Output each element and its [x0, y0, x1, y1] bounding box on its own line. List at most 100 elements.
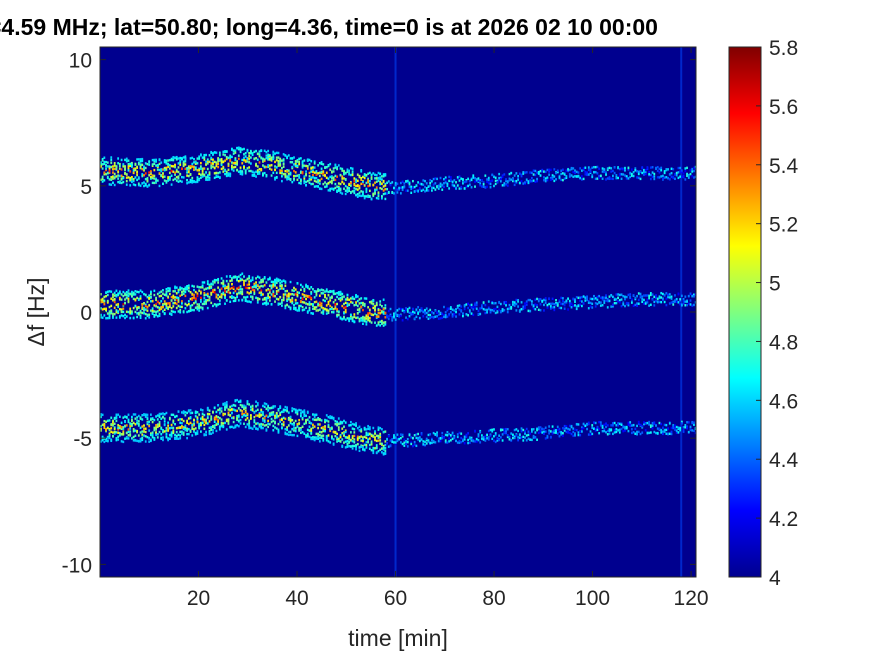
- heat-cell: [418, 310, 421, 313]
- heat-cell: [527, 309, 530, 313]
- heat-cell: [375, 324, 378, 327]
- heat-cell: [331, 295, 333, 298]
- heat-cell: [243, 422, 245, 425]
- heat-cell: [253, 415, 256, 419]
- heat-cell: [172, 419, 175, 422]
- heat-cell: [617, 300, 619, 303]
- heat-cell: [372, 306, 375, 310]
- heat-cell: [170, 299, 173, 302]
- heat-cell: [267, 292, 270, 296]
- heat-cell: [510, 178, 513, 181]
- heat-cell: [267, 288, 270, 291]
- heat-cell: [439, 317, 442, 320]
- heat-cell: [100, 298, 102, 302]
- heat-cell: [174, 171, 176, 174]
- heat-cell: [317, 416, 320, 420]
- heat-cell: [172, 430, 175, 434]
- heat-cell: [237, 288, 240, 291]
- heat-cell: [148, 304, 151, 307]
- heat-cell: [543, 170, 545, 173]
- heat-cell: [218, 295, 221, 299]
- heat-cell: [234, 409, 237, 412]
- heat-cell: [158, 158, 161, 162]
- heat-cell: [244, 155, 247, 158]
- heat-cell: [113, 176, 116, 180]
- heat-cell: [320, 288, 323, 291]
- heat-cell: [279, 406, 282, 409]
- heat-cell: [155, 160, 157, 163]
- heat-cell: [524, 302, 526, 305]
- heat-cell: [248, 292, 251, 295]
- heat-cell: [589, 297, 592, 300]
- heat-cell: [177, 288, 180, 292]
- heat-cell: [605, 299, 607, 302]
- heat-cell: [296, 302, 299, 305]
- heat-cell: [653, 304, 656, 307]
- heat-cell: [220, 162, 223, 165]
- heat-cell: [349, 191, 352, 195]
- heat-cell: [100, 300, 102, 303]
- heat-cell: [368, 427, 371, 431]
- heat-cell: [137, 298, 140, 302]
- heat-cell: [141, 311, 144, 315]
- heat-cell: [362, 315, 364, 319]
- heat-cell: [298, 429, 301, 432]
- heat-cell: [203, 300, 206, 303]
- heat-cell: [315, 300, 318, 303]
- heat-cell: [100, 413, 102, 416]
- heat-cell: [181, 180, 183, 183]
- heat-cell: [579, 167, 582, 170]
- heat-cell: [387, 191, 390, 194]
- heat-cell: [237, 147, 240, 151]
- heat-cell: [418, 182, 421, 185]
- heat-cell: [196, 303, 199, 306]
- heat-cell: [218, 407, 221, 410]
- heat-cell: [312, 182, 314, 186]
- heat-cell: [224, 159, 226, 162]
- heat-cell: [693, 166, 695, 170]
- heat-cell: [548, 168, 551, 171]
- heat-cell: [267, 295, 270, 298]
- heat-cell: [441, 431, 444, 435]
- heat-cell: [358, 302, 361, 305]
- heat-cell: [601, 167, 604, 170]
- heat-cell: [241, 288, 244, 291]
- heat-cell: [381, 304, 383, 308]
- heat-cell: [436, 434, 438, 437]
- heat-cell: [643, 294, 645, 297]
- heat-cell: [220, 407, 223, 410]
- heat-cell: [120, 298, 123, 301]
- heat-cell: [494, 179, 497, 183]
- heat-cell: [189, 178, 192, 182]
- heat-cell: [177, 304, 180, 308]
- heat-cell: [660, 175, 663, 178]
- heat-cell: [286, 170, 288, 173]
- heat-cell: [613, 171, 616, 175]
- heat-cell: [649, 177, 652, 181]
- heat-cell: [513, 304, 516, 307]
- heat-cell: [580, 304, 583, 308]
- heat-cell: [232, 426, 235, 429]
- heat-cell: [679, 299, 682, 302]
- heat-cell: [141, 182, 144, 185]
- heat-cell: [612, 303, 614, 306]
- heat-cell: [596, 172, 599, 175]
- heat-cell: [191, 296, 194, 300]
- heat-cell: [362, 317, 364, 320]
- heat-cell: [306, 432, 309, 436]
- heat-cell: [344, 430, 347, 434]
- heat-cell: [117, 157, 120, 160]
- heat-cell: [693, 293, 695, 296]
- heat-cell: [568, 424, 571, 428]
- heat-cell: [324, 299, 326, 303]
- heat-cell: [172, 413, 175, 417]
- heat-cell: [420, 307, 423, 310]
- heat-cell: [356, 184, 359, 187]
- heat-cell: [377, 436, 380, 439]
- heat-cell: [417, 181, 420, 184]
- heat-cell: [336, 291, 338, 295]
- heat-cell: [362, 182, 364, 185]
- heat-cell: [249, 279, 252, 283]
- heat-cell: [141, 433, 144, 436]
- heat-cell: [193, 165, 195, 169]
